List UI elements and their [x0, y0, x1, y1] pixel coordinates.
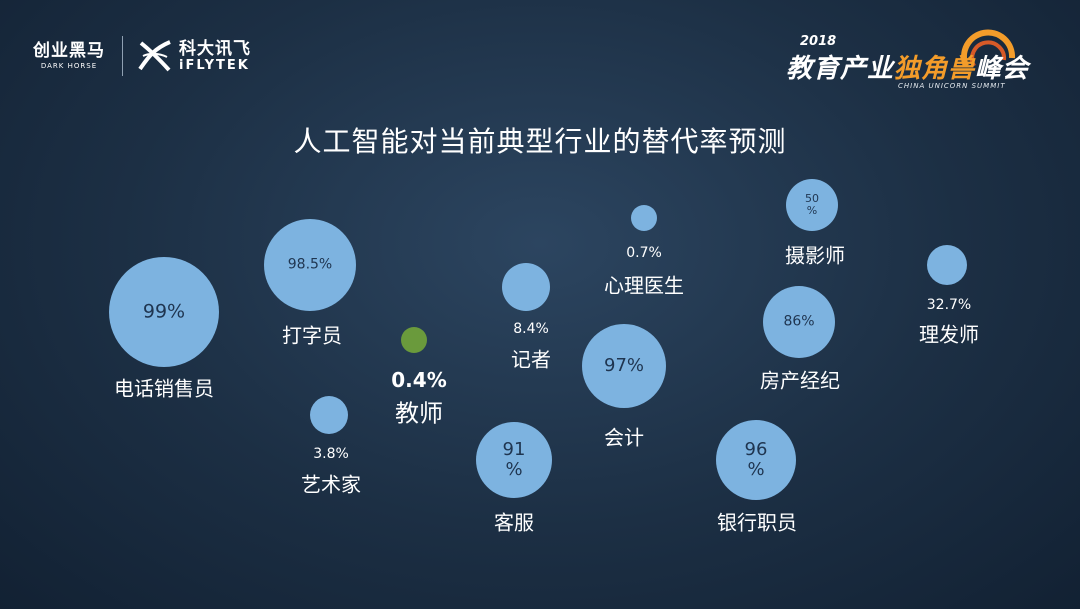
- bubble-value-label: 32.7%: [926, 297, 972, 313]
- bubble-name-label: 银行职员: [717, 510, 797, 535]
- bubble-value-label: 0.4%: [391, 368, 447, 392]
- summit-logo-title: 教育产业独角兽峰会: [786, 48, 1029, 85]
- iflytek-logo-cn: 科大讯飞: [179, 39, 251, 59]
- bubble-3: [310, 396, 348, 434]
- bubble-name-label: 会计: [604, 425, 644, 450]
- bubble-12: [927, 245, 967, 285]
- summit-logo: 2018 教育产业独角兽峰会 CHINA UNICORN SUMMIT: [780, 20, 1040, 95]
- bubble-name-label: 客服: [494, 510, 534, 535]
- iflytek-mark-icon: [138, 40, 171, 72]
- summit-logo-year: 2018: [800, 34, 837, 49]
- bubble-1: [109, 257, 219, 367]
- bubble-value-label: 0.7%: [626, 245, 662, 261]
- bubble-8: [631, 205, 657, 231]
- bubble-name-label: 教师: [395, 399, 443, 428]
- bubble-11: [716, 420, 796, 500]
- bubble-name-label: 艺术家: [301, 472, 361, 497]
- summit-logo-title-a: 教育产业: [786, 54, 895, 84]
- summit-arc-icon: [961, 29, 1016, 68]
- dark-horse-logo-cn: 创业黑马: [33, 41, 105, 61]
- summit-logo-subtitle: CHINA UNICORN SUMMIT: [898, 82, 1006, 90]
- dark-horse-logo-en: DARK HORSE: [40, 62, 98, 70]
- bubble-value-label: 96%: [744, 439, 768, 480]
- bubble-name-label: 摄影师: [785, 243, 845, 268]
- dark-horse-logo: 创业黑马 DARK HORSE: [30, 41, 108, 71]
- bubble-value-label: 91%: [502, 439, 526, 480]
- summit-logo-title-c: 峰会: [975, 54, 1030, 84]
- bubble-name-label: 电话销售员: [114, 376, 214, 401]
- bubble-4: [401, 327, 427, 353]
- bubble-value-label: 50%: [805, 191, 819, 217]
- logo-divider: [122, 36, 123, 76]
- bubble-value-label: 97%: [603, 355, 645, 377]
- bubble-7: [582, 324, 666, 408]
- bubble-value-label: 99%: [142, 300, 186, 323]
- chart-title: 人工智能对当前典型行业的替代率预测: [293, 125, 787, 158]
- bubble-value-label: 8.4%: [513, 321, 549, 337]
- bubble-value-label: 3.8%: [313, 446, 349, 462]
- bubble-name-label: 心理医生: [604, 273, 684, 298]
- bubble-value-label: 86%: [783, 313, 815, 330]
- bubble-name-label: 记者: [511, 347, 551, 372]
- logo-group-left: 创业黑马 DARK HORSE 科大讯飞 iFLYTEK: [30, 36, 251, 76]
- bubble-name-label: 打字员: [282, 323, 342, 348]
- iflytek-logo-en: iFLYTEK: [179, 58, 250, 73]
- iflytek-logo: 科大讯飞 iFLYTEK: [137, 39, 251, 73]
- bubble-10: [763, 286, 835, 358]
- bubble-value-label: 98.5%: [287, 256, 333, 273]
- bubble-6: [502, 263, 550, 311]
- bubble-name-label: 理发师: [919, 322, 979, 347]
- bubble-name-label: 房产经纪: [760, 368, 840, 393]
- bubble-2: [264, 219, 356, 311]
- bubble-9: [786, 179, 838, 231]
- summit-logo-title-b: 独角兽: [894, 54, 976, 84]
- bubble-5: [476, 422, 552, 498]
